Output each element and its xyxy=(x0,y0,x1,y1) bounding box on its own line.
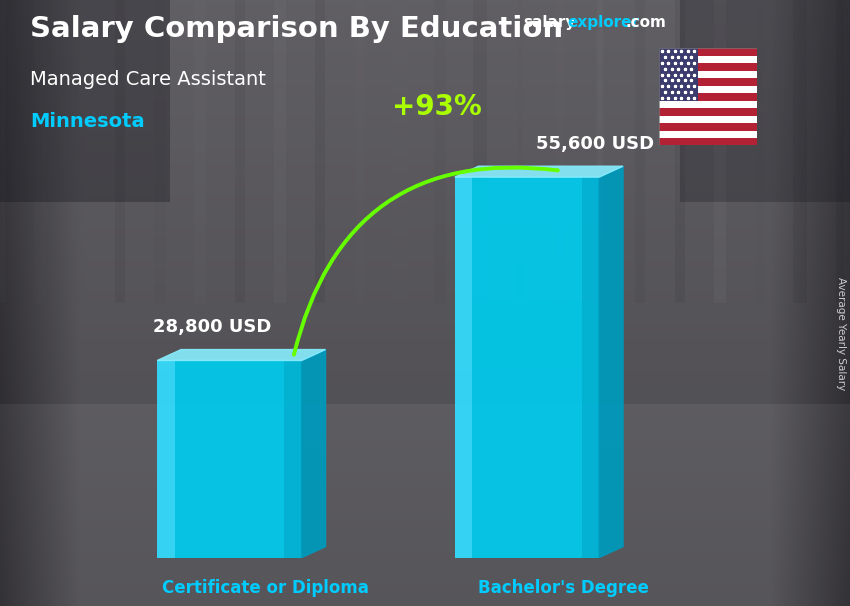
Bar xyxy=(659,123,756,130)
Polygon shape xyxy=(455,166,623,177)
Polygon shape xyxy=(302,350,326,558)
Text: Average Yearly Salary: Average Yearly Salary xyxy=(836,277,846,390)
Bar xyxy=(659,56,756,64)
Text: .com: .com xyxy=(626,15,666,30)
Text: Salary Comparison By Education: Salary Comparison By Education xyxy=(30,15,563,43)
Polygon shape xyxy=(599,166,623,558)
Text: 55,600 USD: 55,600 USD xyxy=(536,135,654,153)
Text: Managed Care Assistant: Managed Care Assistant xyxy=(30,70,265,88)
FancyArrowPatch shape xyxy=(294,167,558,355)
Bar xyxy=(659,138,756,145)
Bar xyxy=(659,78,756,86)
Text: explorer: explorer xyxy=(568,15,640,30)
Bar xyxy=(455,177,599,558)
Bar xyxy=(659,108,756,116)
Bar xyxy=(659,48,756,56)
Bar xyxy=(659,116,756,123)
Text: 28,800 USD: 28,800 USD xyxy=(153,318,272,336)
Polygon shape xyxy=(157,350,326,361)
Text: Bachelor's Degree: Bachelor's Degree xyxy=(478,579,649,597)
Text: Minnesota: Minnesota xyxy=(30,112,145,131)
Text: +93%: +93% xyxy=(392,93,482,121)
Bar xyxy=(455,177,472,558)
Text: salary: salary xyxy=(523,15,575,30)
Bar xyxy=(285,361,302,558)
Bar xyxy=(659,130,756,138)
Bar xyxy=(659,101,756,108)
Bar xyxy=(659,93,756,101)
Bar xyxy=(659,64,756,71)
Bar xyxy=(157,361,174,558)
Bar xyxy=(582,177,599,558)
Bar xyxy=(659,48,698,101)
Text: Certificate or Diploma: Certificate or Diploma xyxy=(162,579,369,597)
Bar xyxy=(659,86,756,93)
Bar xyxy=(659,71,756,78)
Bar xyxy=(157,361,302,558)
